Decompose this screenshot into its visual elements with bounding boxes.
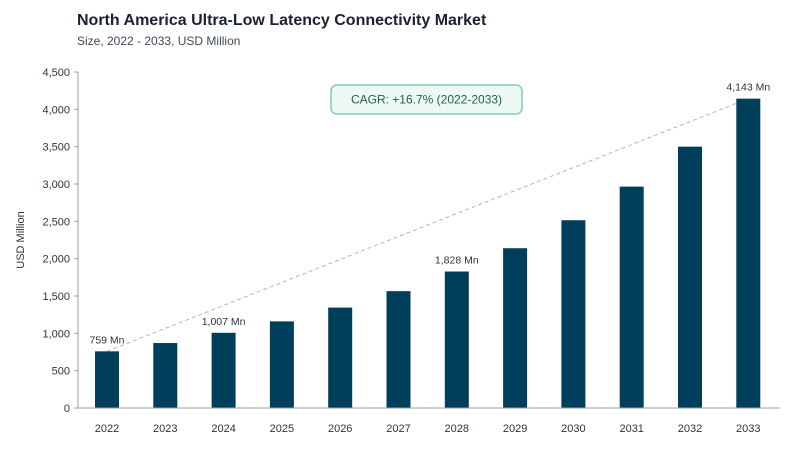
y-tick-label: 500 bbox=[52, 366, 70, 378]
cagr-label: CAGR: +16.7% (2022-2033) bbox=[351, 93, 502, 107]
data-label-2022: 759 Mn bbox=[89, 334, 124, 346]
y-tick-label: 1,500 bbox=[42, 291, 70, 303]
data-label-2033: 4,143 Mn bbox=[726, 82, 770, 94]
x-tick-label: 2023 bbox=[153, 423, 177, 435]
y-tick-label: 4,500 bbox=[42, 67, 70, 79]
data-label-2024: 1,007 Mn bbox=[202, 316, 246, 328]
bar-2029 bbox=[503, 248, 528, 408]
trend-line-group bbox=[106, 98, 749, 352]
chart-subtitle: Size, 2022 - 2033, USD Million bbox=[77, 34, 241, 48]
chart-title: North America Ultra-Low Latency Connecti… bbox=[77, 12, 487, 29]
x-tick-label: 2029 bbox=[503, 423, 527, 435]
x-tick-label: 2028 bbox=[445, 423, 469, 435]
x-tick-label: 2030 bbox=[561, 423, 585, 435]
y-tick-label: 1,000 bbox=[42, 328, 70, 340]
y-axis-title: USD Million bbox=[15, 211, 27, 268]
bar-2025 bbox=[269, 321, 294, 408]
x-tick-label: 2033 bbox=[736, 423, 760, 435]
bar-2031 bbox=[619, 186, 644, 408]
bars-group bbox=[95, 98, 761, 408]
x-tick-label: 2026 bbox=[328, 423, 352, 435]
y-tick-label: 4,000 bbox=[42, 104, 70, 116]
x-tick-label: 2025 bbox=[270, 423, 294, 435]
data-labels-group: 759 Mn 1,007 Mn 1,828 Mn 4,143 Mn bbox=[89, 82, 770, 347]
x-tick-label: 2027 bbox=[386, 423, 410, 435]
bar-2027 bbox=[386, 291, 411, 408]
bar-2022 bbox=[95, 351, 119, 408]
x-axis: 2022 2023 2024 2025 2026 2027 2028 2029 2030 2031… bbox=[78, 407, 780, 435]
bar-2028 bbox=[444, 271, 469, 408]
y-axis: 0 500 1,000 1,500 2,000 2,500 3,000 3,500 4,000 4… bbox=[42, 67, 79, 415]
y-tick-label: 2,000 bbox=[42, 254, 70, 266]
bar-2030 bbox=[561, 220, 586, 408]
cagr-trend-line bbox=[106, 98, 749, 352]
data-label-2028: 1,828 Mn bbox=[435, 255, 479, 267]
y-tick-label: 2,500 bbox=[42, 216, 70, 228]
y-tick-label: 3,500 bbox=[42, 142, 70, 154]
bar-2032 bbox=[678, 146, 702, 408]
cagr-annotation: CAGR: +16.7% (2022-2033) bbox=[330, 84, 523, 115]
cagr-box bbox=[330, 84, 523, 115]
x-tick-label: 2031 bbox=[619, 423, 643, 435]
x-tick-label: 2024 bbox=[211, 423, 235, 435]
bar-2023 bbox=[153, 343, 178, 408]
bar-2033 bbox=[736, 98, 761, 408]
bar-2026 bbox=[328, 307, 353, 408]
x-tick-label: 2032 bbox=[678, 423, 702, 435]
y-tick-label: 0 bbox=[64, 403, 70, 415]
y-tick-label: 3,000 bbox=[42, 179, 70, 191]
x-tick-label: 2022 bbox=[95, 423, 119, 435]
bar-2024 bbox=[211, 332, 236, 408]
